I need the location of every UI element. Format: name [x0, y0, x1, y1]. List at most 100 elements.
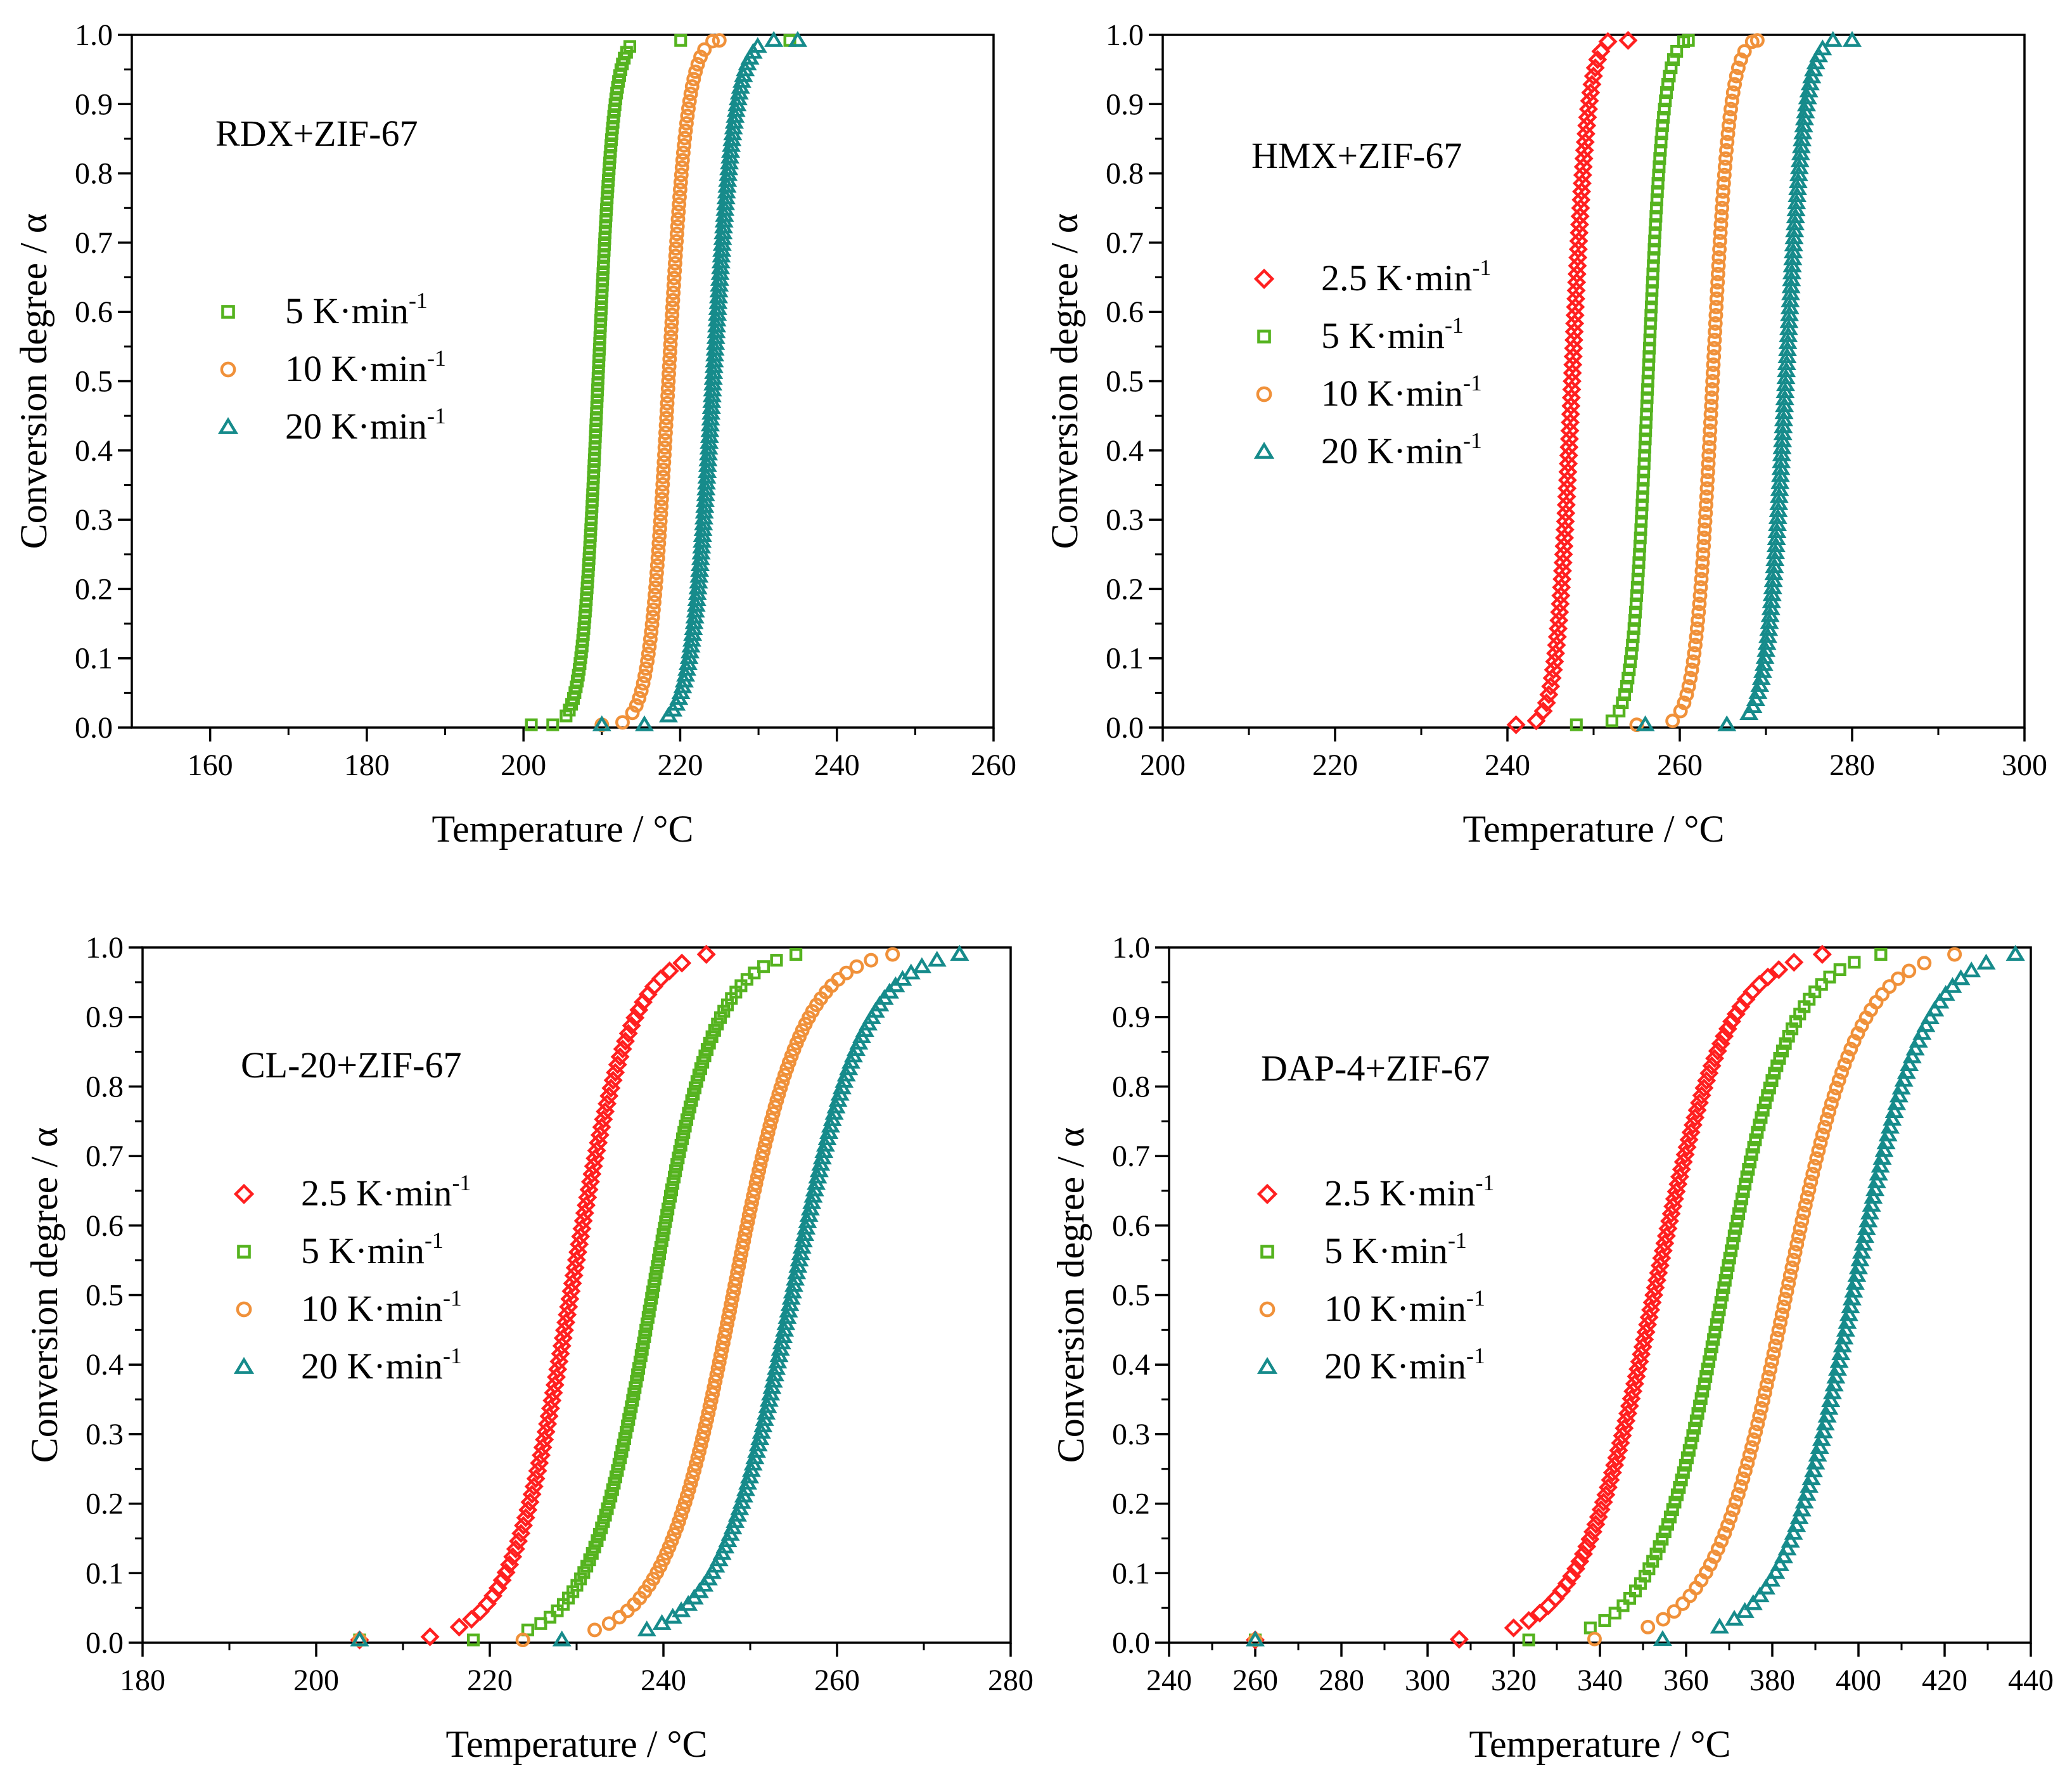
data-point: [672, 953, 692, 973]
data-point: [1571, 190, 1591, 210]
data-point: [1774, 1547, 1793, 1563]
data-point: [1791, 1229, 1806, 1244]
data-point: [1784, 953, 1804, 972]
data-point: [669, 234, 684, 249]
data-point: [634, 683, 649, 698]
data-point: [746, 1189, 761, 1204]
data-point: [1246, 1630, 1265, 1647]
data-point: [1724, 93, 1739, 108]
data-point: [1686, 1429, 1699, 1442]
data-point: [642, 639, 657, 654]
data-point: [674, 1138, 687, 1152]
data-point: [1797, 1484, 1817, 1501]
data-point: [927, 951, 947, 967]
data-point: [653, 506, 668, 522]
data-point: [1782, 1029, 1795, 1043]
data-point: [574, 1572, 587, 1586]
data-point: [1563, 347, 1583, 366]
data-point: [1703, 423, 1718, 439]
data-point: [1822, 1383, 1842, 1399]
data-point: [1646, 284, 1659, 297]
legend-label-superscript: -1: [452, 1170, 471, 1195]
data-point: [635, 715, 655, 731]
data-point: [1736, 1471, 1751, 1486]
data-point: [1641, 383, 1654, 396]
data-point: [1623, 663, 1636, 676]
data-point: [1675, 1596, 1691, 1611]
data-point: [663, 1190, 677, 1203]
data-point: [1605, 714, 1618, 728]
data-point: [1706, 357, 1721, 372]
data-point: [1703, 415, 1718, 430]
data-point: [1687, 1100, 1707, 1120]
data-point: [1735, 1192, 1749, 1205]
data-point: [1829, 1352, 1849, 1368]
data-point: [671, 1514, 686, 1529]
data-point: [1701, 448, 1717, 463]
data-point: [1833, 963, 1846, 977]
data-point: [667, 271, 682, 286]
data-point: [1699, 498, 1713, 513]
data-point: [735, 1240, 750, 1255]
data-point: [1896, 1063, 1916, 1079]
data-point: [660, 395, 675, 411]
legend-item: 20 K·min-1: [233, 1343, 462, 1387]
legend-marker-circle: [1256, 386, 1272, 402]
data-point: [1570, 718, 1583, 731]
y-tick-label: 1.0: [75, 18, 113, 52]
data-point: [696, 1425, 712, 1440]
data-point: [1557, 1574, 1576, 1593]
data-point: [509, 1531, 528, 1551]
data-point: [1762, 1570, 1781, 1587]
legend-label-superscript: -1: [1448, 1228, 1467, 1253]
data-point: [705, 34, 720, 49]
series-circle: [1629, 33, 1765, 733]
data-point: [1693, 580, 1708, 595]
data-point: [1616, 696, 1629, 710]
data-point: [672, 196, 687, 212]
y-tick-label: 0.7: [1112, 1139, 1150, 1173]
data-point: [632, 1362, 646, 1375]
y-tick-label: 0.6: [86, 1209, 124, 1243]
data-point: [1651, 185, 1664, 198]
data-point: [1656, 119, 1669, 132]
y-tick-label: 0.7: [86, 1139, 124, 1173]
data-point: [649, 558, 665, 573]
data-point: [1716, 1288, 1729, 1302]
data-point: [714, 1342, 729, 1357]
data-point: [651, 1260, 664, 1273]
data-point: [1808, 985, 1822, 999]
data-point: [673, 175, 688, 190]
data-point: [1718, 151, 1733, 166]
data-point: [632, 691, 647, 705]
data-point: [617, 1438, 630, 1452]
data-point: [1768, 1067, 1781, 1080]
data-point: [654, 499, 669, 514]
data-point: [1847, 1266, 1867, 1282]
data-point: [672, 182, 687, 197]
data-point: [666, 285, 681, 300]
data-point: [1726, 1005, 1746, 1024]
data-point: [1561, 388, 1581, 408]
data-point: [1666, 1604, 1682, 1619]
data-point: [1704, 390, 1719, 405]
data-point: [350, 1630, 369, 1647]
data-point: [1583, 1522, 1602, 1541]
x-tick-label: 160: [188, 748, 233, 782]
data-point: [1554, 544, 1573, 564]
data-point: [656, 1228, 670, 1241]
data-point: [1781, 1531, 1800, 1548]
legend-label: 10 K·min-1: [285, 345, 446, 389]
data-point: [1567, 264, 1587, 284]
y-tick-label: 0.5: [86, 1279, 124, 1313]
series-square: [1570, 34, 1695, 731]
data-point: [1709, 291, 1724, 306]
panel-label: RDX+ZIF-67: [215, 113, 418, 154]
data-point: [726, 1285, 741, 1299]
data-point: [1708, 324, 1723, 339]
data-point: [1558, 462, 1578, 482]
data-point: [1787, 1516, 1807, 1532]
data-point: [680, 1113, 694, 1126]
data-point: [583, 1553, 596, 1567]
